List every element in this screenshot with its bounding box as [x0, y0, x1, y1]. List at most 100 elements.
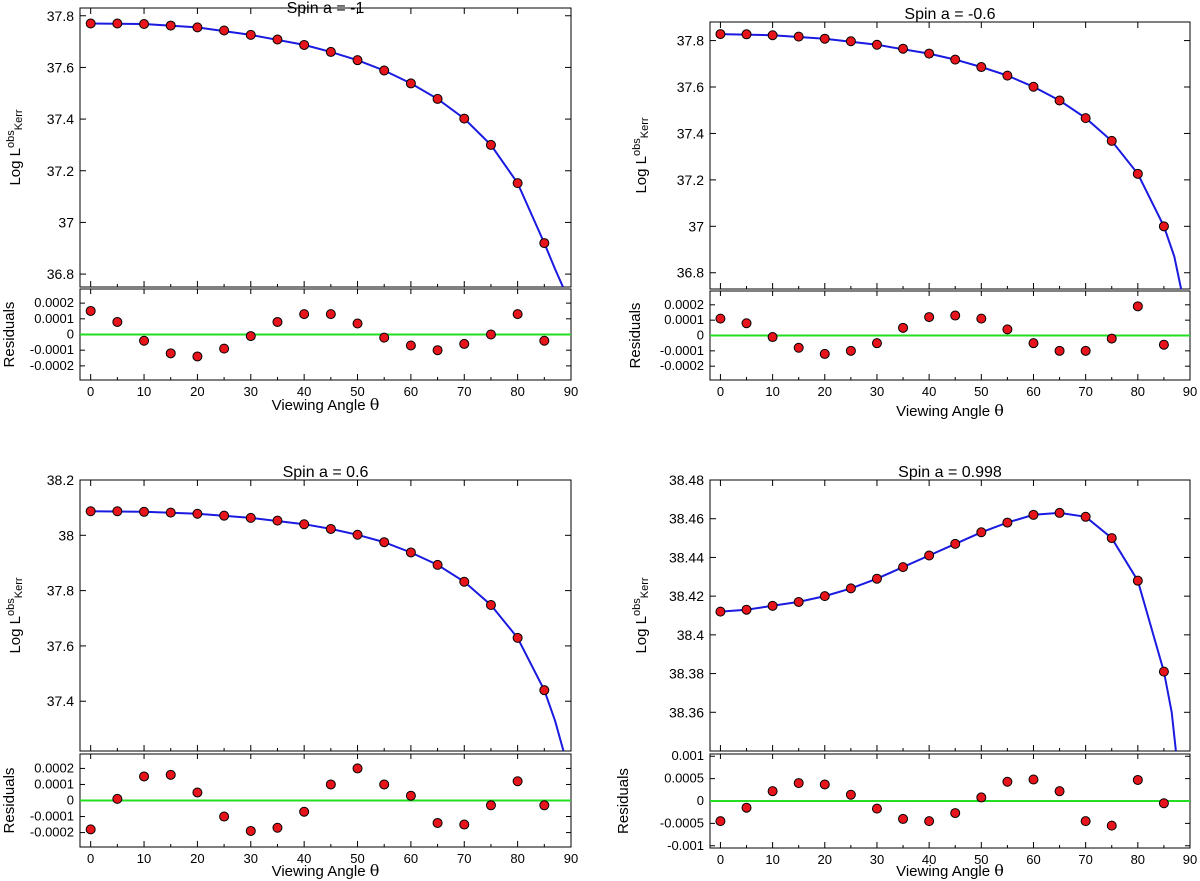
panel-1-ylabel: Log LobsKerr	[5, 109, 25, 185]
panel-3-data-point	[272, 515, 283, 526]
panel-4-xtick-label: 70	[1078, 852, 1092, 867]
panel-4-res-ytick-label: -0.001	[667, 838, 704, 853]
panel-1-main-ytick-label: 37.2	[47, 163, 74, 179]
panel-1-data-point	[485, 139, 496, 150]
panel-3-data-point	[192, 508, 203, 519]
panel-1-residual-point	[219, 343, 230, 354]
panel-4-residual-point	[845, 789, 856, 800]
panel-2-residual-point	[845, 345, 856, 356]
panel-1-residual-point	[139, 335, 150, 346]
panel-2-residual-point	[898, 322, 909, 333]
panel-2-xlabel: Viewing Angle θ	[896, 401, 1004, 420]
panel-3-xtick-label: 90	[564, 851, 578, 866]
panel-1-xtick-label: 30	[244, 384, 258, 399]
panel-1-data-point	[245, 29, 256, 40]
panel-1-residual-point	[379, 332, 390, 343]
panel-2-data-point	[898, 43, 909, 54]
panel-1-data-point	[325, 46, 336, 57]
panel-3-residual-point	[485, 800, 496, 811]
panel-3-res-ytick-label: 0.0001	[34, 776, 74, 791]
panel-1-residual-point	[325, 309, 336, 320]
panel-4-main-ytick-label: 38.42	[669, 588, 704, 604]
panel-2-xtick-label: 80	[1131, 384, 1145, 399]
panel-4-xlabel-text: Viewing Angle	[896, 863, 994, 880]
panel-1-data-point	[192, 22, 203, 33]
panel-1-data-point	[539, 238, 550, 249]
panel-2-main-ytick-label: 37	[688, 218, 704, 234]
panel-1-xtick-label: 80	[510, 384, 524, 399]
panel-2-data-point	[793, 31, 804, 42]
panel-3-main-ytick-label: 38.2	[47, 472, 74, 488]
panel-4-data-point	[1106, 533, 1117, 544]
panel-4-xlabel-symbol: θ	[994, 861, 1004, 880]
panel-3-residual-point	[165, 769, 176, 780]
panel-2-xtick-label: 0	[717, 384, 724, 399]
panel-3-res-ytick-label: -0.0001	[30, 809, 74, 824]
panel-4-data-point	[741, 604, 752, 615]
panel-3-residual-point	[405, 790, 416, 801]
panel-4-residual-point	[898, 813, 909, 824]
panel-3-main-ytick-label: 37.4	[47, 693, 74, 709]
panel-4-main-ytick-label: 38.46	[669, 511, 704, 527]
panel-2-data-point	[950, 54, 961, 65]
panel-2-main-ytick-label: 37.2	[677, 172, 704, 188]
panel-4-xtick-label: 50	[974, 852, 988, 867]
panel-3-data-point	[165, 507, 176, 518]
panel-3-residual-point	[85, 824, 96, 835]
panel-3-res-ytick-label: 0	[67, 793, 74, 808]
panel-4-xtick-label: 0	[717, 852, 724, 867]
panel-2-residual-point	[741, 318, 752, 329]
panel-2-residual-point	[1158, 339, 1169, 350]
panel-1-ylabel-text: Log L	[7, 148, 24, 186]
panel-2-residual-point	[871, 338, 882, 349]
panel-2-xtick-label: 90	[1183, 384, 1197, 399]
panel-4-residual-point	[767, 786, 778, 797]
panel-2-residual-point	[950, 310, 961, 321]
panel-1-ylabel-sub: Kerr	[13, 109, 25, 130]
panel-2-xtick-label: 10	[765, 384, 779, 399]
panel-2-data-point	[767, 30, 778, 41]
panel-2-res-ytick-label: 0	[697, 328, 704, 343]
panel-3-data-point	[352, 529, 363, 540]
panel-3-xlabel-symbol: θ	[370, 861, 380, 880]
panel-2-data-point	[819, 33, 830, 44]
panel-4-data-point	[715, 606, 726, 617]
panel-1-data-point	[512, 178, 523, 189]
panel-1-main-ytick-label: 36.8	[47, 266, 74, 282]
panel-2-xtick-label: 20	[818, 384, 832, 399]
panel-3-residual-point	[245, 825, 256, 836]
panel-1-data-point	[272, 34, 283, 45]
panel-4-xlabel: Viewing Angle θ	[896, 861, 1004, 880]
panel-3-data-point	[405, 547, 416, 558]
panel-3-title: Spin a = 0.6	[283, 464, 369, 481]
panel-4-residual-point	[871, 803, 882, 814]
panel-3-main-frame	[79, 479, 572, 752]
panel-4-res-ytick-label: -0.0005	[660, 815, 704, 830]
panel-3-xtick-label: 70	[457, 851, 471, 866]
panel-4-xtick-label: 90	[1183, 852, 1197, 867]
panel-2-data-point	[845, 36, 856, 47]
panel-3-residual-point	[192, 787, 203, 798]
panel-2-res-ytick-label: -0.0001	[660, 343, 704, 358]
panel-2-data-point	[1106, 135, 1117, 146]
panel-1-residual-point	[512, 309, 523, 320]
panel-4-main-ytick-label: 38.44	[669, 549, 704, 565]
panel-2-data-point	[1158, 221, 1169, 232]
panel-2-residual-point	[1054, 345, 1065, 356]
panel-1-xtick-label: 10	[137, 384, 151, 399]
panel-1: Spin a = -10 10 20 30 40 50 60 70 80 9036.83737.2…	[1, 0, 578, 414]
panel-3-xtick-label: 80	[510, 851, 524, 866]
panel-2-ylabel-sup: obs	[631, 138, 643, 156]
panel-1-model-line	[90, 22, 564, 287]
panel-1-residual-point	[272, 316, 283, 327]
panel-4: Spin a = 0.998 0 10 20 30 40 50 60 70 80 90 38.36 38…	[615, 464, 1197, 880]
panel-2-data-point	[1028, 81, 1039, 92]
panel-3-xtick-label: 40	[297, 851, 311, 866]
panel-1-residuals-ylabel: Residuals	[1, 302, 18, 368]
panel-4-xtick-label: 20	[818, 852, 832, 867]
panel-3-data-point	[139, 506, 150, 517]
panel-4-res-ytick-label: 0	[697, 793, 704, 808]
panel-2-data-point	[924, 48, 935, 59]
panel-4-data-point	[819, 591, 830, 602]
